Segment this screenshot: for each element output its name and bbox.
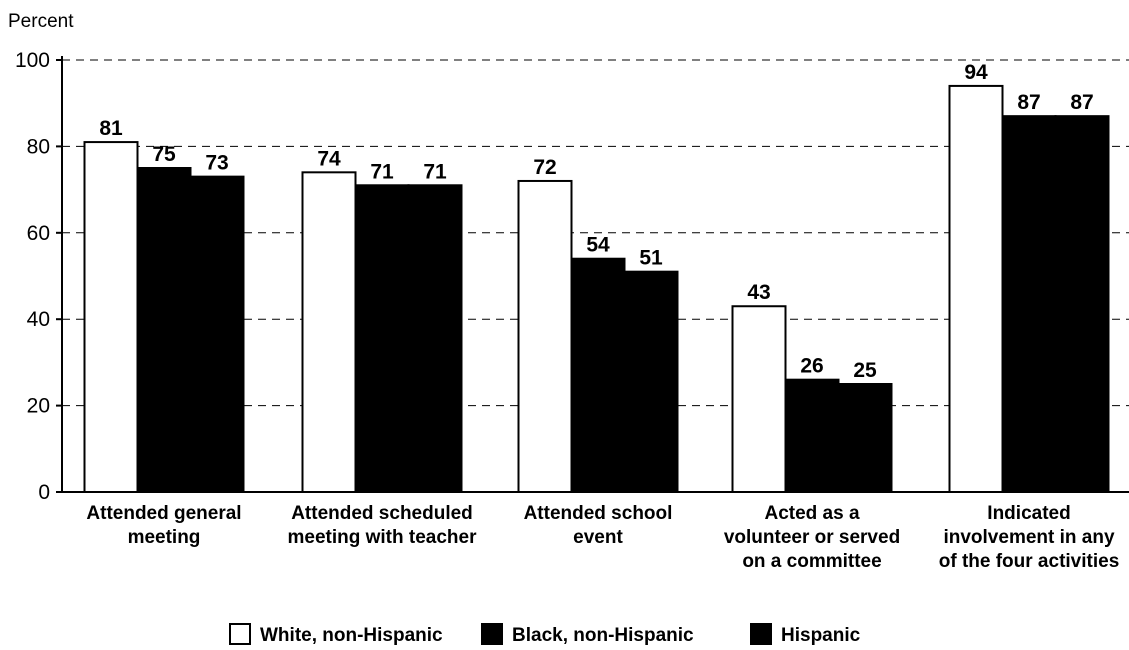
bar <box>837 383 893 493</box>
bar <box>301 171 357 493</box>
y-tick-label: 0 <box>38 481 50 504</box>
value-label: 87 <box>1017 91 1040 114</box>
bar <box>570 257 626 493</box>
y-axis-label: Percent <box>8 11 74 32</box>
category-label: volunteer or served <box>724 527 900 548</box>
bar <box>136 167 192 493</box>
y-tick-label: 60 <box>27 222 50 245</box>
bar <box>1054 115 1110 493</box>
value-label: 72 <box>533 156 556 179</box>
category-label: Attended scheduled <box>291 503 473 524</box>
value-label: 26 <box>800 355 823 378</box>
bar <box>784 378 840 493</box>
axes <box>61 56 1129 493</box>
bar <box>731 305 787 493</box>
value-label: 94 <box>964 61 988 84</box>
value-label: 74 <box>317 147 341 170</box>
bar <box>517 179 573 494</box>
y-tick-label: 40 <box>27 308 50 331</box>
value-label: 43 <box>747 281 770 304</box>
bar <box>354 184 410 493</box>
legend-label: White, non-Hispanic <box>260 625 443 646</box>
category-label: of the four activities <box>939 551 1120 572</box>
category-label: meeting <box>128 527 201 548</box>
category-label: on a committee <box>742 551 881 572</box>
legend: White, non-Hispanic Black, non-Hispanic Hi… <box>229 623 861 646</box>
category-label: involvement in any <box>943 527 1114 548</box>
category-label: meeting with teacher <box>288 527 478 548</box>
y-tick-label: 100 <box>15 49 50 72</box>
value-label: 73 <box>205 152 228 175</box>
category-label: Attended general <box>86 503 241 524</box>
bar <box>83 141 139 494</box>
y-tick-labels: 0 20 40 60 80 100 <box>15 49 50 504</box>
value-label: 71 <box>423 160 447 183</box>
legend-swatch <box>481 623 503 645</box>
category-label: Acted as a <box>764 503 859 524</box>
legend-swatch <box>229 623 251 645</box>
value-label: 25 <box>853 359 877 382</box>
value-label: 75 <box>152 143 176 166</box>
category-labels: Attended general meeting Attended schedule… <box>86 503 1119 572</box>
y-tick-label: 80 <box>27 135 50 158</box>
bar <box>1001 115 1057 493</box>
value-label: 54 <box>586 234 610 257</box>
legend-label: Hispanic <box>781 625 861 646</box>
legend-label: Black, non-Hispanic <box>512 625 694 646</box>
value-label: 87 <box>1070 91 1093 114</box>
value-label: 71 <box>370 160 394 183</box>
bar <box>407 184 463 493</box>
y-tick-label: 20 <box>27 395 50 418</box>
value-labels: 81 75 73 74 71 71 72 54 51 43 26 25 94 87 87 <box>99 61 1093 382</box>
bars <box>83 84 1110 494</box>
bar <box>623 270 679 493</box>
value-label: 81 <box>99 117 123 140</box>
category-label: event <box>573 527 623 548</box>
bar <box>189 175 245 493</box>
legend-swatch <box>750 623 772 645</box>
category-label: Attended school <box>524 503 673 524</box>
value-label: 51 <box>639 247 663 270</box>
bar <box>948 84 1004 493</box>
category-label: Indicated <box>987 503 1070 524</box>
